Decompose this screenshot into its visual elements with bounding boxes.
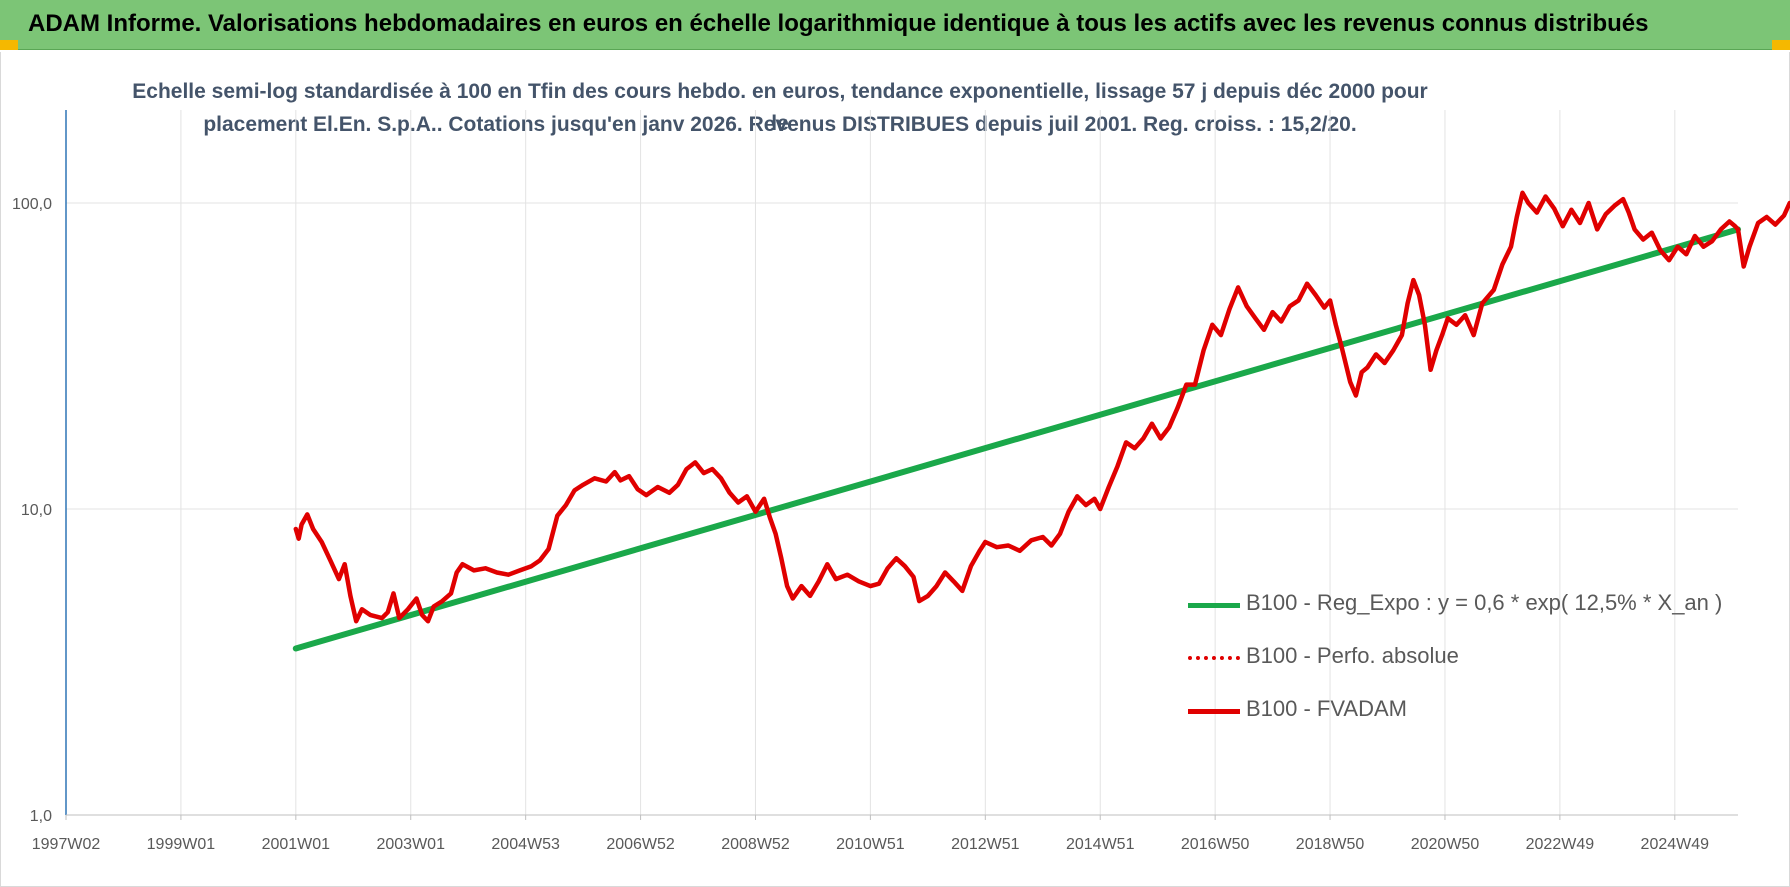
- x-tick-label-9: 2014W51: [1066, 836, 1135, 853]
- x-tick-label-5: 2006W52: [606, 836, 675, 853]
- x-tick-label-13: 2022W49: [1526, 836, 1595, 853]
- x-tick-label-2: 2001W01: [262, 836, 331, 853]
- chart-title-line-1: Echelle semi-log standardisée à 100 en T…: [132, 80, 1428, 135]
- x-tick-label-10: 2016W50: [1181, 836, 1250, 853]
- legend-item-perfo-absolue: B100 - Perfo. absolue: [1188, 643, 1748, 673]
- y-tick-label-0: 1,0: [30, 808, 52, 825]
- legend-label-reg-expo: B100 - Reg_Expo : y = 0,6 * exp( 12,5% *…: [1246, 590, 1723, 615]
- x-tick-label-7: 2010W51: [836, 836, 905, 853]
- legend-swatch-perfo-absolue: [1188, 656, 1240, 660]
- x-tick-label-12: 2020W50: [1411, 836, 1480, 853]
- series-fvadam-line: [293, 190, 1790, 624]
- legend-swatch-fvadam: [1188, 709, 1240, 714]
- series-reg-expo-line: [292, 226, 1741, 652]
- corner-mark-right: [1772, 40, 1790, 50]
- y-tick-label-1: 10,0: [21, 502, 52, 519]
- x-tick-label-4: 2004W53: [491, 836, 560, 853]
- x-tick-label-8: 2012W51: [951, 836, 1020, 853]
- x-tick-label-0: 1997W02: [32, 836, 101, 853]
- axes: [65, 110, 1738, 816]
- corner-mark-left: [0, 40, 18, 50]
- x-tick-label-14: 2024W49: [1641, 836, 1710, 853]
- x-tick-label-1: 1999W01: [147, 836, 216, 853]
- x-tick-label-3: 2003W01: [376, 836, 445, 853]
- series-layer: [292, 190, 1790, 652]
- legend-swatch-reg-expo: [1188, 603, 1240, 608]
- page-title: ADAM Informe. Valorisations hebdomadaire…: [28, 10, 1649, 37]
- legend-item-fvadam: B100 - FVADAM: [1188, 696, 1748, 726]
- title-banner: ADAM Informe. Valorisations hebdomadaire…: [0, 0, 1790, 50]
- x-tick-label-11: 2018W50: [1296, 836, 1365, 853]
- tick-labels: 1997W02 1999W01 2001W01 2003W01 2004W53 2006W…: [12, 196, 1709, 853]
- y-tick-label-2: 100,0: [12, 196, 52, 213]
- legend-item-reg-expo: B100 - Reg_Expo : y = 0,6 * exp( 12,5% *…: [1188, 590, 1748, 620]
- x-tick-label-6: 2008W52: [721, 836, 790, 853]
- chart-title-line-2: placement El.En. S.p.A.. Cotations jusqu…: [203, 113, 1357, 136]
- legend-label-fvadam: B100 - FVADAM: [1246, 696, 1407, 721]
- legend-label-perfo-absolue: B100 - Perfo. absolue: [1246, 643, 1459, 668]
